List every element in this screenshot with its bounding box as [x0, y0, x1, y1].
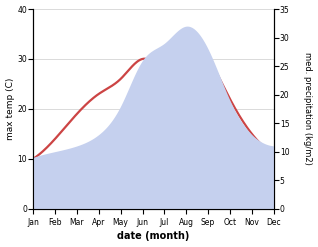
- X-axis label: date (month): date (month): [117, 231, 190, 242]
- Y-axis label: med. precipitation (kg/m2): med. precipitation (kg/m2): [303, 52, 313, 165]
- Y-axis label: max temp (C): max temp (C): [5, 78, 15, 140]
